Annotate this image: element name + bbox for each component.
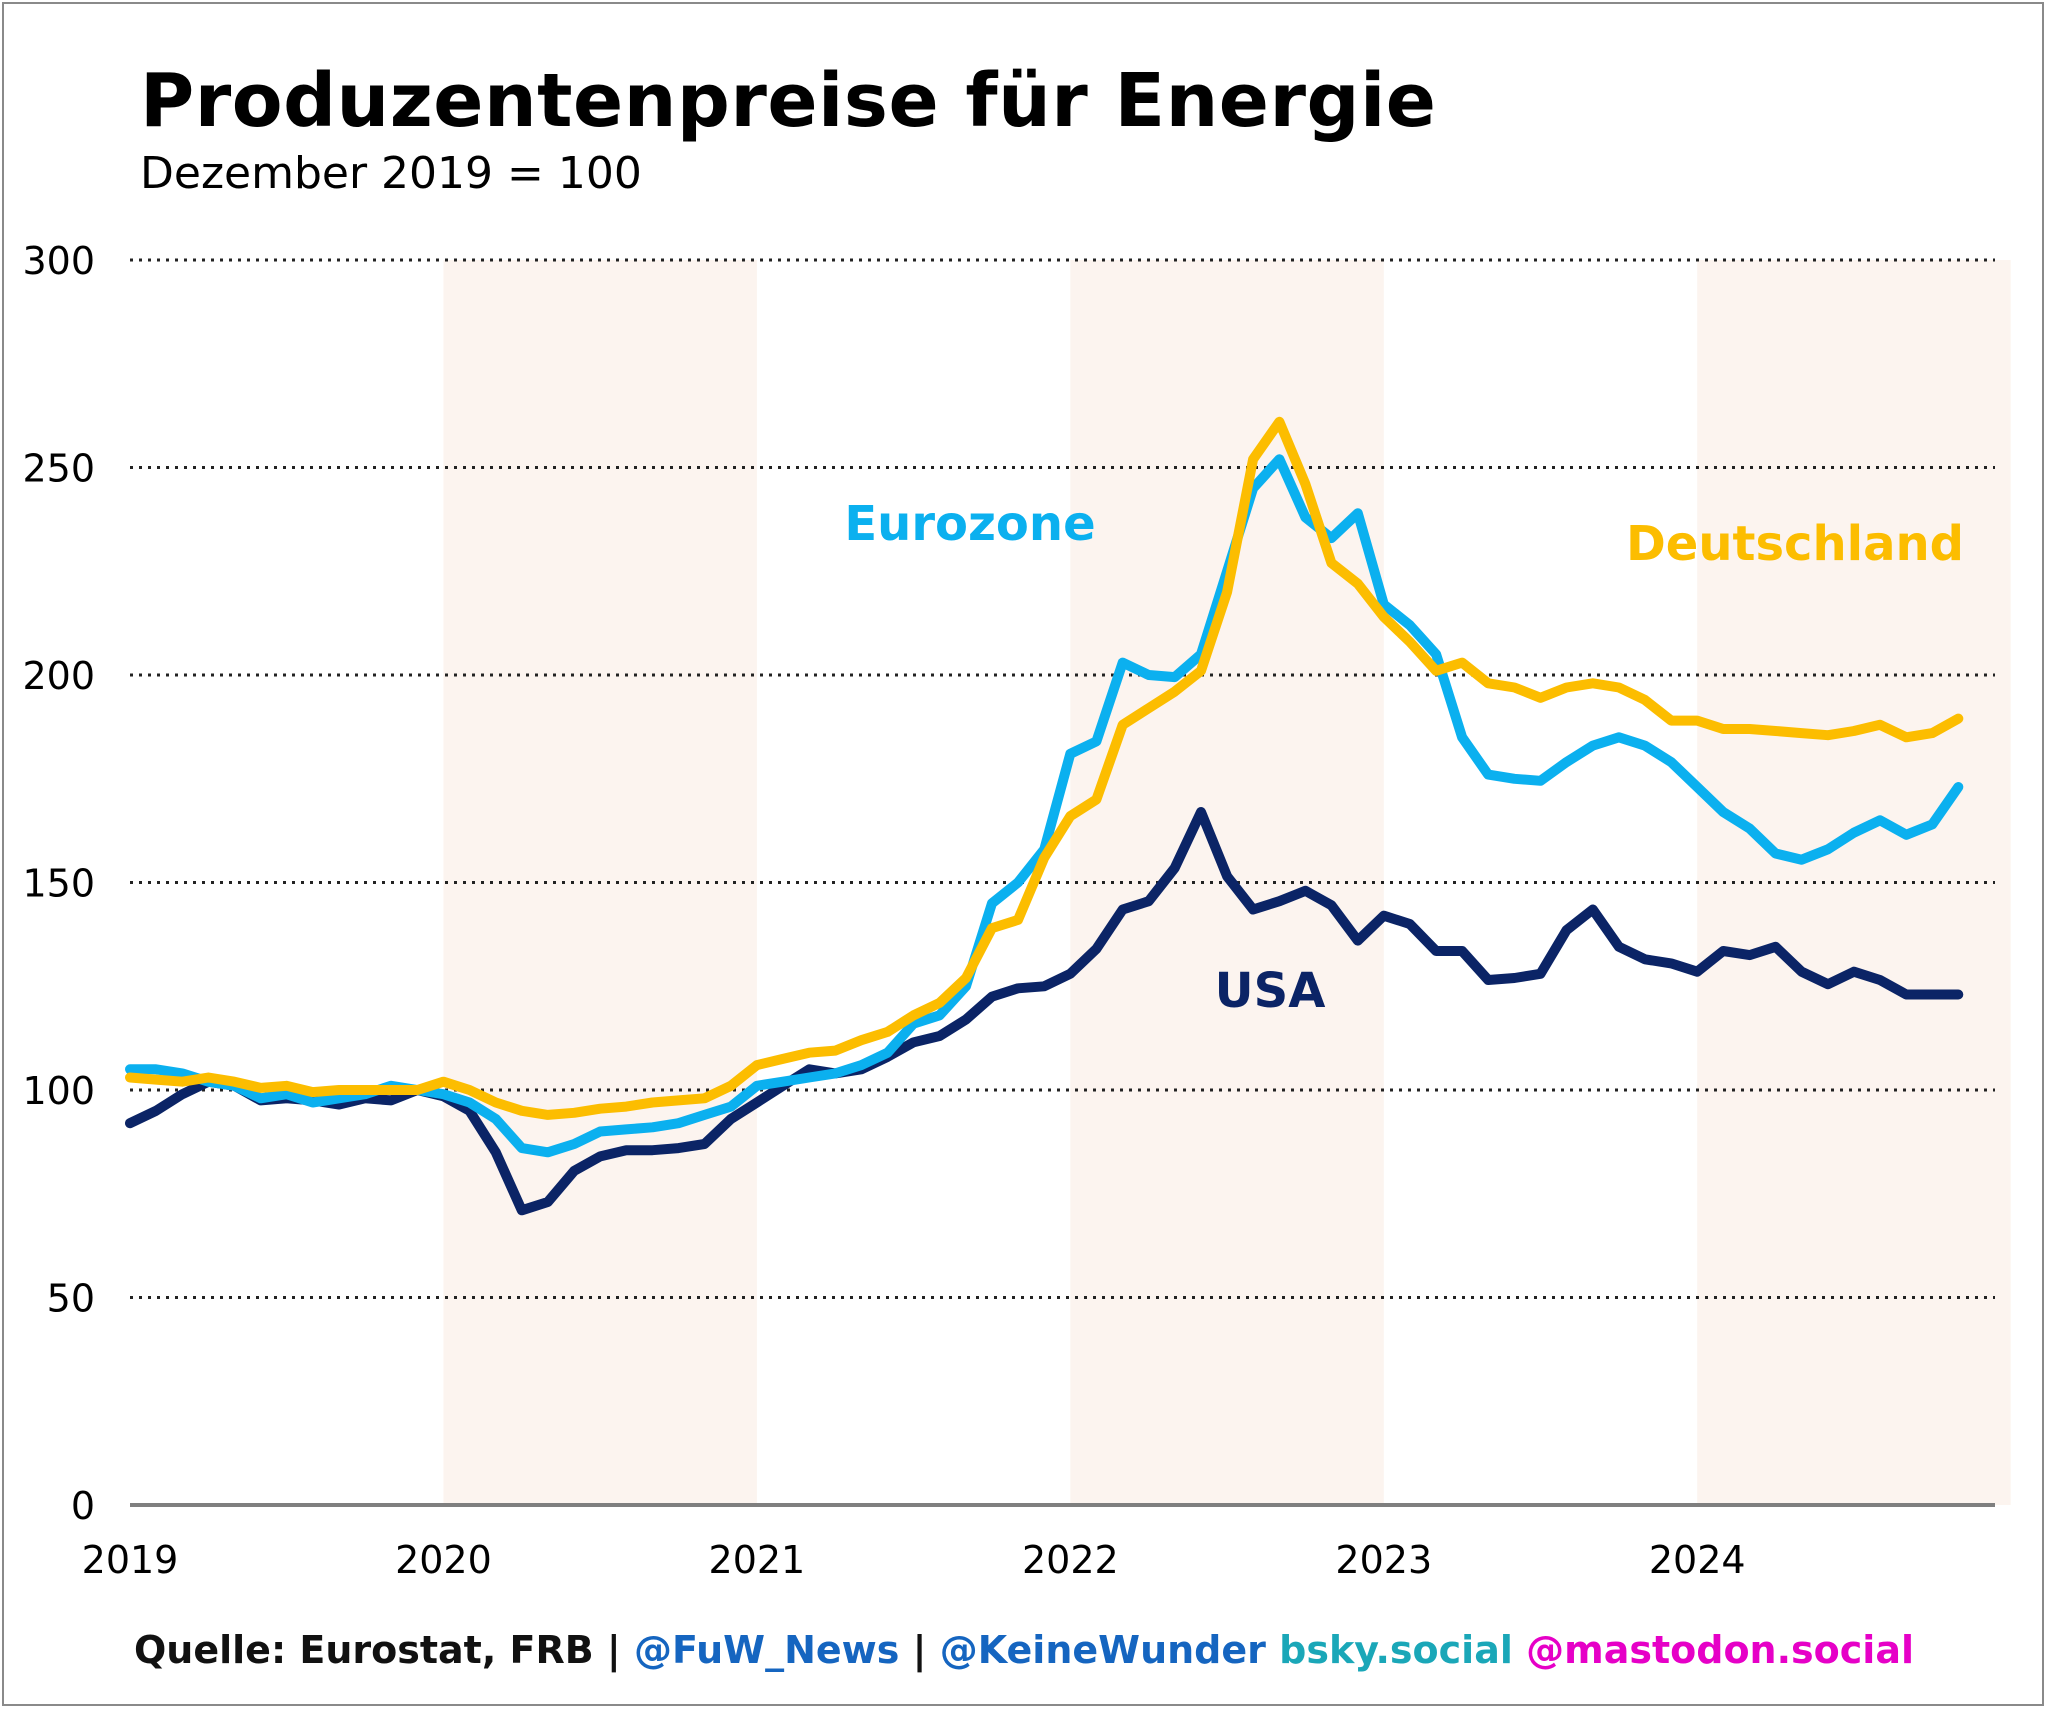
footer-handle-fuw[interactable]: @FuW_News xyxy=(634,1628,900,1672)
footer-separator: | xyxy=(912,1628,927,1672)
footer-bsky-link[interactable]: bsky.social xyxy=(1279,1628,1513,1672)
y-tick-label: 250 xyxy=(22,447,95,491)
shaded-band-2024 xyxy=(1697,260,2011,1505)
chart-title: Produzentenpreise für Energie xyxy=(140,58,1437,144)
y-tick-label: 100 xyxy=(22,1069,95,1113)
x-tick-label: 2019 xyxy=(82,1538,179,1582)
series-label-deutschland: Deutschland xyxy=(1626,516,1964,572)
chart-subtitle: Dezember 2019 = 100 xyxy=(140,148,642,199)
x-tick-label: 2021 xyxy=(709,1538,806,1582)
y-tick-label: 300 xyxy=(22,239,95,283)
y-tick-label: 0 xyxy=(71,1484,95,1528)
footer-mastodon-link[interactable]: @mastodon.social xyxy=(1526,1628,1914,1672)
x-tick-label: 2024 xyxy=(1649,1538,1746,1582)
footer-credits: Quelle: Eurostat, FRB | @FuW_News | @Kei… xyxy=(0,1628,2048,1672)
footer-handle-keinewunder[interactable]: @KeineWunder xyxy=(939,1628,1266,1672)
x-tick-label: 2020 xyxy=(395,1538,492,1582)
footer-source: Quelle: Eurostat, FRB xyxy=(134,1628,594,1672)
series-label-usa: USA xyxy=(1215,963,1326,1019)
footer-separator: | xyxy=(606,1628,621,1672)
y-tick-label: 200 xyxy=(22,654,95,698)
series-line-deutschland xyxy=(125,416,1964,1120)
series-label-eurozone: Eurozone xyxy=(844,496,1095,552)
y-tick-label: 150 xyxy=(22,862,95,906)
x-tick-label: 2022 xyxy=(1022,1538,1119,1582)
x-tick-label: 2023 xyxy=(1335,1538,1432,1582)
y-tick-label: 50 xyxy=(47,1277,95,1321)
series-line-usa xyxy=(125,807,1964,1216)
